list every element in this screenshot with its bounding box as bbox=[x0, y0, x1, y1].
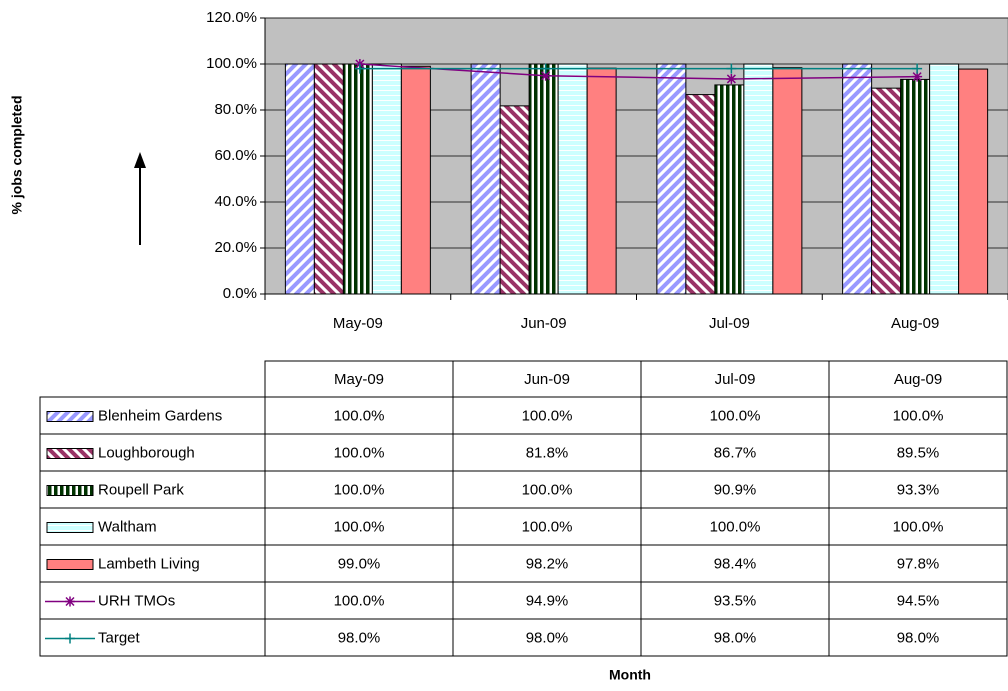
table-cell: 98.2% bbox=[526, 555, 569, 572]
table-cell: 100.0% bbox=[334, 518, 385, 535]
x-tick-label: Jun-09 bbox=[521, 315, 567, 332]
legend-label: Target bbox=[98, 629, 141, 646]
table-cell: 100.0% bbox=[522, 407, 573, 424]
bar bbox=[958, 68, 989, 295]
marker bbox=[726, 73, 737, 84]
bar bbox=[743, 63, 774, 295]
legend-label: Blenheim Gardens bbox=[98, 407, 222, 424]
marker bbox=[65, 633, 75, 644]
bar bbox=[900, 78, 931, 295]
bar bbox=[772, 67, 803, 295]
table-cell: 93.5% bbox=[714, 592, 757, 609]
table-cell: 100.0% bbox=[334, 481, 385, 498]
table-cell: 100.0% bbox=[522, 481, 573, 498]
bar bbox=[685, 94, 716, 295]
marker bbox=[912, 71, 923, 82]
table-cell: 99.0% bbox=[338, 555, 381, 572]
bar bbox=[470, 63, 501, 295]
y-tick-label: 100.0% bbox=[206, 55, 257, 72]
legend-label: URH TMOs bbox=[98, 592, 175, 609]
y-tick-label: 40.0% bbox=[214, 193, 257, 210]
bar bbox=[400, 65, 431, 295]
table-header-cell: May-09 bbox=[334, 371, 384, 388]
bar bbox=[313, 63, 344, 295]
bar bbox=[656, 63, 687, 295]
bar bbox=[714, 84, 745, 295]
table-cell: 86.7% bbox=[714, 444, 757, 461]
marker bbox=[726, 63, 737, 74]
bar bbox=[842, 63, 873, 295]
bar bbox=[499, 105, 530, 295]
table-cell: 100.0% bbox=[334, 407, 385, 424]
legend-label: Loughborough bbox=[98, 444, 195, 461]
legend-label: Lambeth Living bbox=[98, 555, 200, 572]
table-cell: 100.0% bbox=[334, 592, 385, 609]
x-tick-label: Aug-09 bbox=[891, 315, 939, 332]
y-tick-label: 60.0% bbox=[214, 147, 257, 164]
marker bbox=[65, 596, 75, 607]
legend-swatch bbox=[46, 411, 94, 422]
table-cell: 100.0% bbox=[893, 407, 944, 424]
bar bbox=[528, 63, 559, 295]
bar bbox=[557, 63, 588, 295]
table-cell: 94.9% bbox=[526, 592, 569, 609]
table-cell: 100.0% bbox=[334, 444, 385, 461]
table-cell: 98.4% bbox=[714, 555, 757, 572]
arrow-head bbox=[134, 152, 146, 168]
table-cell: 100.0% bbox=[522, 518, 573, 535]
table-header-cell: Jul-09 bbox=[715, 371, 756, 388]
line bbox=[359, 63, 918, 80]
bar bbox=[871, 87, 902, 295]
table-cell: 98.0% bbox=[338, 629, 381, 646]
table-cell: 98.0% bbox=[897, 629, 940, 646]
legend-label: Roupell Park bbox=[98, 481, 184, 498]
table-cell: 97.8% bbox=[897, 555, 940, 572]
bar bbox=[586, 67, 617, 295]
y-tick-label: 0.0% bbox=[223, 285, 257, 302]
bar bbox=[284, 63, 315, 295]
x-tick-label: Jul-09 bbox=[709, 315, 750, 332]
table-cell: 90.9% bbox=[714, 481, 757, 498]
table-cell: 89.5% bbox=[897, 444, 940, 461]
table-cell: 94.5% bbox=[897, 592, 940, 609]
legend-swatch bbox=[46, 448, 94, 459]
table-cell: 81.8% bbox=[526, 444, 569, 461]
bar bbox=[342, 63, 373, 295]
legend-swatch bbox=[46, 485, 94, 496]
marker bbox=[912, 63, 923, 74]
table-header-cell: Aug-09 bbox=[894, 371, 942, 388]
table-cell: 100.0% bbox=[893, 518, 944, 535]
bar bbox=[371, 63, 402, 295]
y-axis-label: % jobs completed bbox=[9, 95, 25, 214]
legend-swatch bbox=[46, 559, 94, 570]
table-body bbox=[39, 396, 1008, 657]
table-header-cell: Jun-09 bbox=[524, 371, 570, 388]
legend-swatch bbox=[46, 522, 94, 533]
table-cell: 98.0% bbox=[526, 629, 569, 646]
table-cell: 100.0% bbox=[710, 407, 761, 424]
x-axis-label: Month bbox=[609, 667, 651, 683]
legend-label: Waltham bbox=[98, 518, 157, 535]
table-cell: 98.0% bbox=[714, 629, 757, 646]
marker bbox=[540, 63, 551, 74]
bar bbox=[929, 63, 960, 295]
marker bbox=[540, 70, 551, 81]
x-tick-label: May-09 bbox=[333, 315, 383, 332]
table-cell: 93.3% bbox=[897, 481, 940, 498]
y-tick-label: 80.0% bbox=[214, 101, 257, 118]
marker bbox=[354, 63, 365, 74]
y-tick-label: 120.0% bbox=[206, 9, 257, 26]
table-cell: 100.0% bbox=[710, 518, 761, 535]
y-tick-label: 20.0% bbox=[214, 239, 257, 256]
